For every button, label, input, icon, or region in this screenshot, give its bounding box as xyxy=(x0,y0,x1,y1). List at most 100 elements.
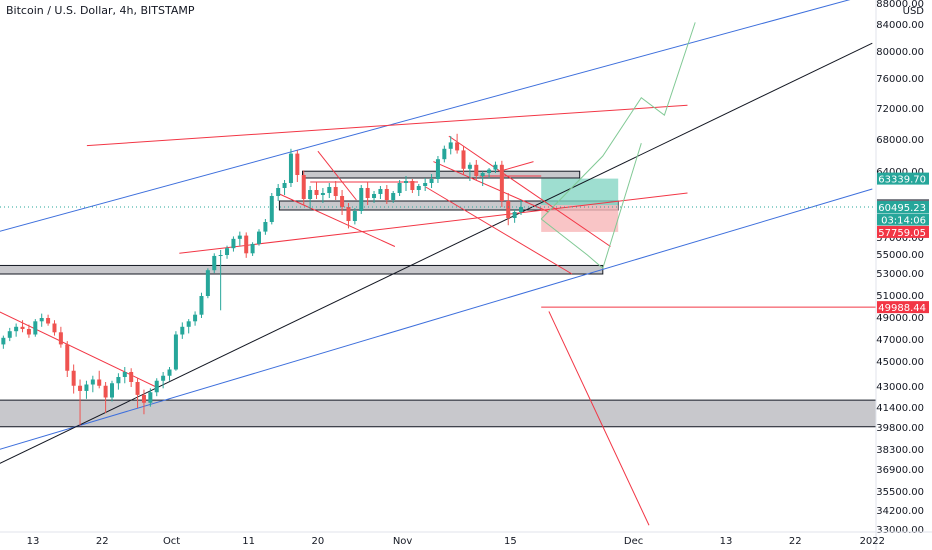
candle-body xyxy=(154,380,159,393)
plot-area xyxy=(0,0,876,526)
candle-body xyxy=(205,270,210,296)
y-tick-label: 80000.00 xyxy=(876,47,924,58)
price-tag xyxy=(877,213,929,226)
y-tick-label: 76000.00 xyxy=(876,74,924,85)
candle-body xyxy=(90,379,95,385)
candle-body xyxy=(295,153,300,175)
candle-body xyxy=(103,385,108,398)
y-tick-label: 72000.00 xyxy=(876,104,924,115)
candle-body xyxy=(39,318,44,322)
price-tag-label: 60495.23 xyxy=(878,203,926,214)
y-tick-label: 33000.00 xyxy=(876,525,924,536)
candle-body xyxy=(199,296,204,315)
y-tick-label: 68000.00 xyxy=(876,135,924,146)
price-tag-label: 03:14:06 xyxy=(881,216,926,227)
candle-body xyxy=(282,183,287,188)
y-tick-label: 55000.00 xyxy=(876,250,924,261)
red-trendline xyxy=(548,311,650,526)
candle-body xyxy=(141,394,146,403)
candle-body xyxy=(135,382,140,395)
y-tick-label: 49000.00 xyxy=(876,313,924,324)
candle-body xyxy=(14,326,19,332)
candle-body xyxy=(467,164,472,169)
candle-body xyxy=(442,148,447,160)
candle-body xyxy=(84,384,89,391)
candle-body xyxy=(416,186,421,190)
candle-body xyxy=(403,181,408,183)
support-zone xyxy=(0,399,876,428)
blue-trendline xyxy=(0,0,851,232)
candle-body xyxy=(372,194,377,198)
candle-body xyxy=(186,321,191,327)
candle-body xyxy=(122,372,127,377)
candle-body xyxy=(391,193,396,200)
candle-body xyxy=(327,187,332,193)
red-trendline xyxy=(0,311,157,388)
candle-body xyxy=(397,183,402,193)
y-tick-label: 41400.00 xyxy=(876,403,924,414)
candle-body xyxy=(480,173,485,176)
candle-body xyxy=(110,383,115,398)
candle-body xyxy=(474,164,479,176)
x-tick-label: 2022 xyxy=(860,536,885,547)
candle-body xyxy=(212,255,217,271)
candle-body xyxy=(269,196,274,222)
red-trendline xyxy=(279,193,396,247)
x-tick-label: 15 xyxy=(504,536,517,547)
candle-body xyxy=(346,207,351,221)
candle-body xyxy=(410,181,415,190)
projection-path xyxy=(540,143,642,270)
price-tag xyxy=(877,225,929,238)
y-tick-label: 43000.00 xyxy=(876,382,924,393)
candle-body xyxy=(455,142,460,151)
candle-body xyxy=(129,372,134,382)
x-tick-label: 22 xyxy=(96,536,109,547)
support-zone xyxy=(0,264,604,275)
candle-body xyxy=(193,314,198,322)
x-tick-label: 13 xyxy=(720,536,733,547)
candle-body xyxy=(7,331,12,338)
candle-body xyxy=(26,329,31,335)
candle-body xyxy=(180,326,185,335)
price-tag-label: 49988.44 xyxy=(878,303,926,314)
x-tick-label: Nov xyxy=(393,536,413,547)
candle-body xyxy=(263,222,268,232)
y-tick-label: 45000.00 xyxy=(876,357,924,368)
chart-title: Bitcoin / U.S. Dollar, 4h, BITSTAMP xyxy=(6,4,195,17)
x-tick-label: Oct xyxy=(163,536,180,547)
candle-body xyxy=(301,175,306,199)
y-tick-label: 84000.00 xyxy=(876,20,924,31)
candle-body xyxy=(506,201,511,218)
candle-body xyxy=(435,159,440,179)
candle-body xyxy=(65,344,70,371)
candle-body xyxy=(256,231,261,244)
candle-body xyxy=(46,318,51,324)
candle-body xyxy=(359,188,364,211)
black-trendline xyxy=(0,42,873,464)
y-tick-label: 35500.00 xyxy=(876,487,924,498)
price-tag xyxy=(877,172,929,185)
candle-body xyxy=(519,207,524,212)
y-tick-label: 88000.00 xyxy=(876,0,924,10)
candle-body xyxy=(1,337,6,345)
candle-body xyxy=(340,196,345,207)
candle-body xyxy=(365,188,370,198)
candle-body xyxy=(167,369,172,376)
y-tick-label: 53000.00 xyxy=(876,269,924,280)
candle-body xyxy=(173,334,178,370)
red-trendline xyxy=(433,161,550,213)
candle-body xyxy=(378,189,383,194)
red-trendline xyxy=(425,186,573,275)
candle-body xyxy=(231,238,236,249)
candle-body xyxy=(461,150,466,169)
candle-body xyxy=(78,385,83,391)
candle-body xyxy=(116,377,121,384)
candle-body xyxy=(237,235,242,239)
candle-body xyxy=(161,375,166,381)
candle-body xyxy=(320,193,325,195)
candle-body xyxy=(308,190,313,199)
x-tick-label: 11 xyxy=(242,536,255,547)
y-tick-label: 38300.00 xyxy=(876,445,924,456)
red-trendline xyxy=(86,104,688,147)
